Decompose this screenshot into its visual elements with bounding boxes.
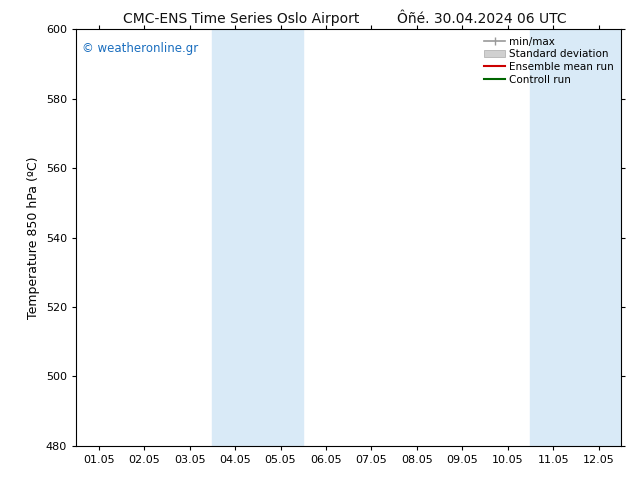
Legend: min/max, Standard deviation, Ensemble mean run, Controll run: min/max, Standard deviation, Ensemble me… — [482, 35, 616, 87]
Bar — [212, 29, 303, 446]
Text: © weatheronline.gr: © weatheronline.gr — [82, 42, 198, 55]
Y-axis label: Temperature 850 hPa (ºC): Temperature 850 hPa (ºC) — [27, 156, 40, 319]
Text: CMC-ENS Time Series Oslo Airport: CMC-ENS Time Series Oslo Airport — [123, 12, 359, 26]
Text: Ôñé. 30.04.2024 06 UTC: Ôñé. 30.04.2024 06 UTC — [397, 12, 567, 26]
Bar — [531, 29, 621, 446]
